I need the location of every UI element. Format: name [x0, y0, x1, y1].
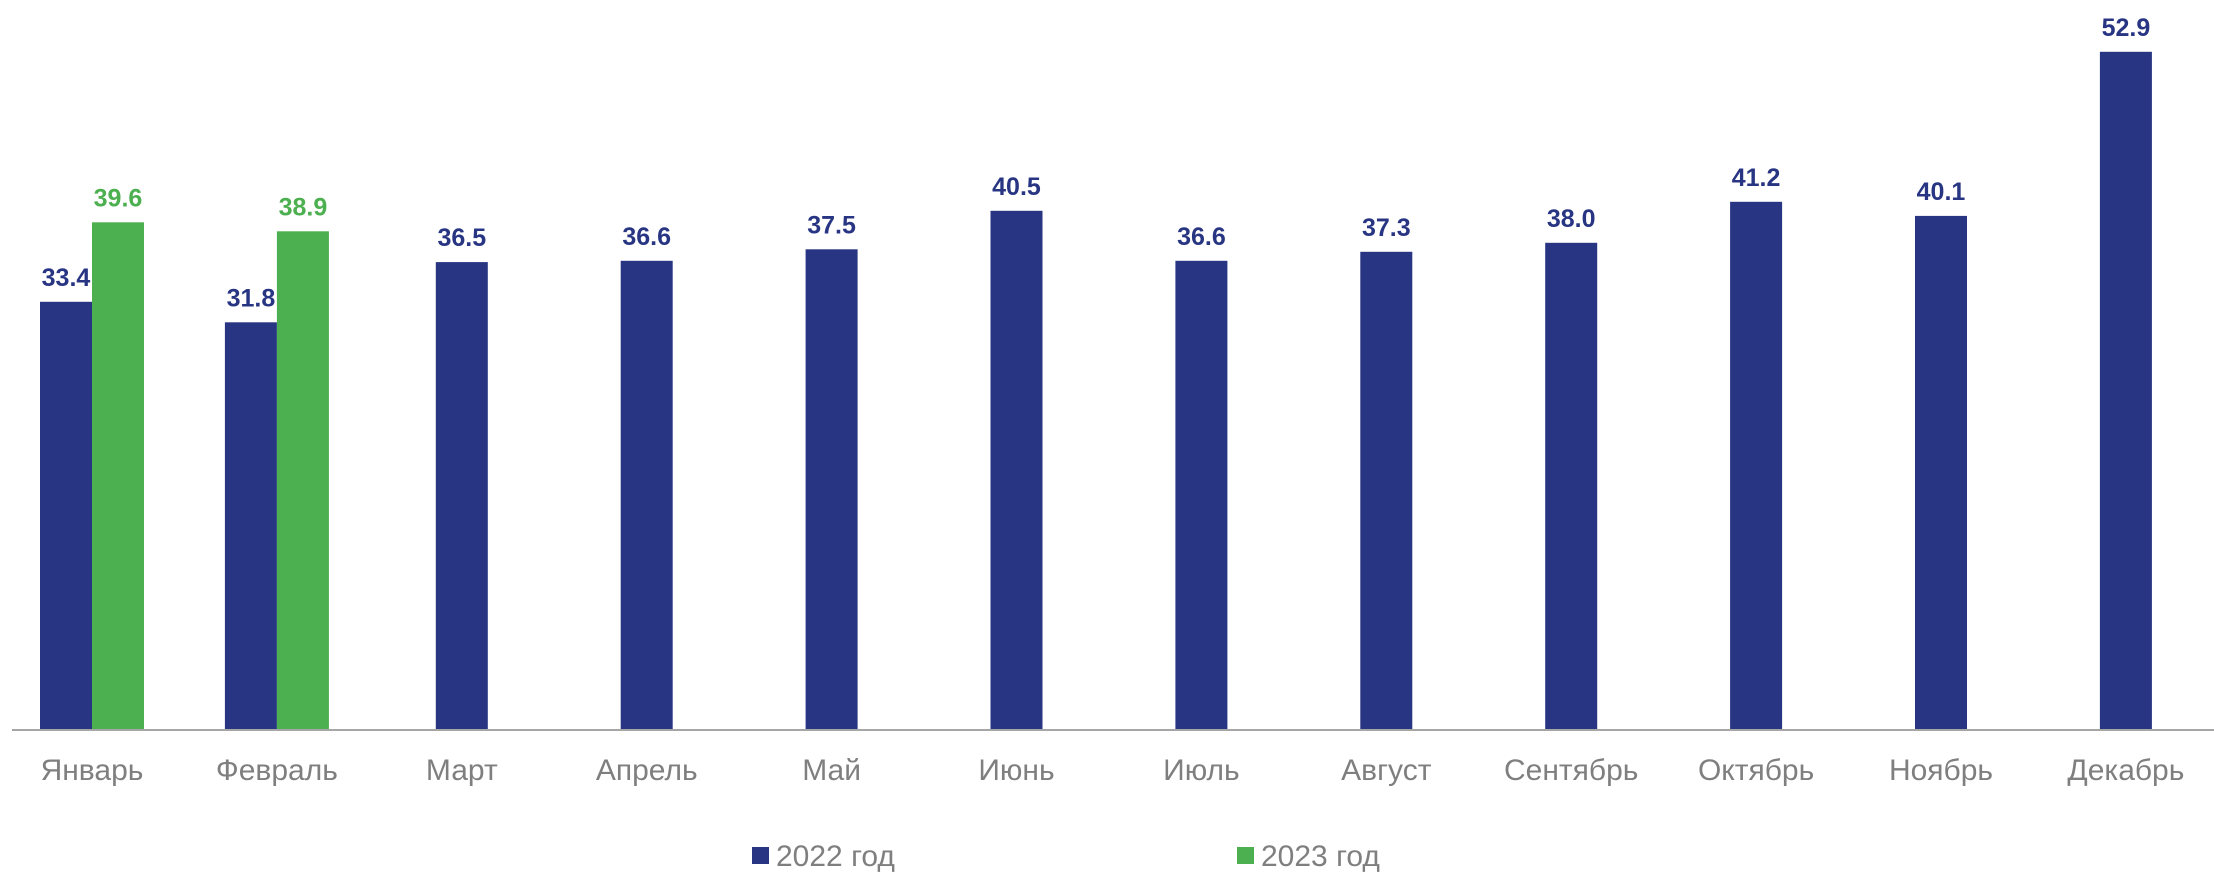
bar-2022-9 — [1545, 242, 1598, 731]
value-label-2022-3: 36.5 — [437, 224, 486, 252]
category-labels-group: Январь Февраль Март Апрель Май Июнь Июль Август… — [41, 754, 2185, 787]
category-label-6: Июнь — [978, 754, 1054, 787]
value-label-2022-5: 37.5 — [807, 211, 856, 239]
value-label-2023-1: 39.6 — [94, 184, 143, 212]
category-label-3: Март — [426, 754, 498, 787]
value-label-2022-1: 33.4 — [42, 264, 91, 292]
bar-2022-1 — [40, 301, 92, 730]
bar-2022-3 — [435, 262, 488, 730]
value-label-2023-2: 38.9 — [279, 193, 328, 221]
bar-2022-7 — [1175, 260, 1228, 730]
value-label-2022-11: 40.1 — [1917, 178, 1966, 206]
bar-2022-10 — [1730, 201, 1783, 731]
category-label-2: Февраль — [216, 754, 338, 787]
value-label-2022-12: 52.9 — [2102, 14, 2151, 42]
legend-label-2023: 2023 год — [1261, 840, 1380, 872]
value-label-2022-9: 38.0 — [1547, 205, 1596, 233]
legend-swatch-2022 — [752, 847, 769, 864]
bars-group — [40, 51, 2152, 731]
legend-swatch-2023 — [1237, 847, 1254, 864]
category-label-5: Май — [802, 754, 861, 787]
category-label-4: Апрель — [596, 754, 698, 787]
bar-2022-12 — [2099, 51, 2152, 731]
category-label-12: Декабрь — [2067, 754, 2184, 787]
bar-2023-1 — [92, 222, 144, 731]
category-label-11: Ноябрь — [1889, 754, 1993, 787]
category-label-1: Январь — [41, 754, 144, 787]
category-label-7: Июль — [1163, 754, 1240, 787]
value-label-2022-6: 40.5 — [992, 173, 1041, 201]
value-label-2022-8: 37.3 — [1362, 214, 1411, 242]
value-label-2022-2: 31.8 — [227, 284, 276, 312]
category-label-10: Октябрь — [1698, 754, 1814, 787]
value-label-2022-10: 41.2 — [1732, 164, 1781, 192]
value-labels-group: 33.4 39.6 31.8 38.9 36.5 36.6 37.5 40.5 36.6 37.3… — [42, 14, 2151, 312]
category-label-8: Август — [1341, 754, 1432, 787]
legend: 2022 год 2023 год — [752, 840, 1380, 872]
bar-2022-4 — [620, 260, 673, 730]
category-label-9: Сентябрь — [1504, 754, 1638, 787]
bar-2022-2 — [224, 322, 277, 730]
value-label-2022-7: 36.6 — [1177, 223, 1226, 251]
legend-label-2022: 2022 год — [776, 840, 895, 872]
bar-2023-2 — [276, 231, 329, 731]
bar-2022-5 — [805, 249, 858, 731]
bar-2022-6 — [990, 210, 1043, 731]
bar-2022-11 — [1915, 215, 1967, 730]
bar-2022-8 — [1360, 251, 1413, 731]
value-label-2022-4: 36.6 — [622, 223, 671, 251]
